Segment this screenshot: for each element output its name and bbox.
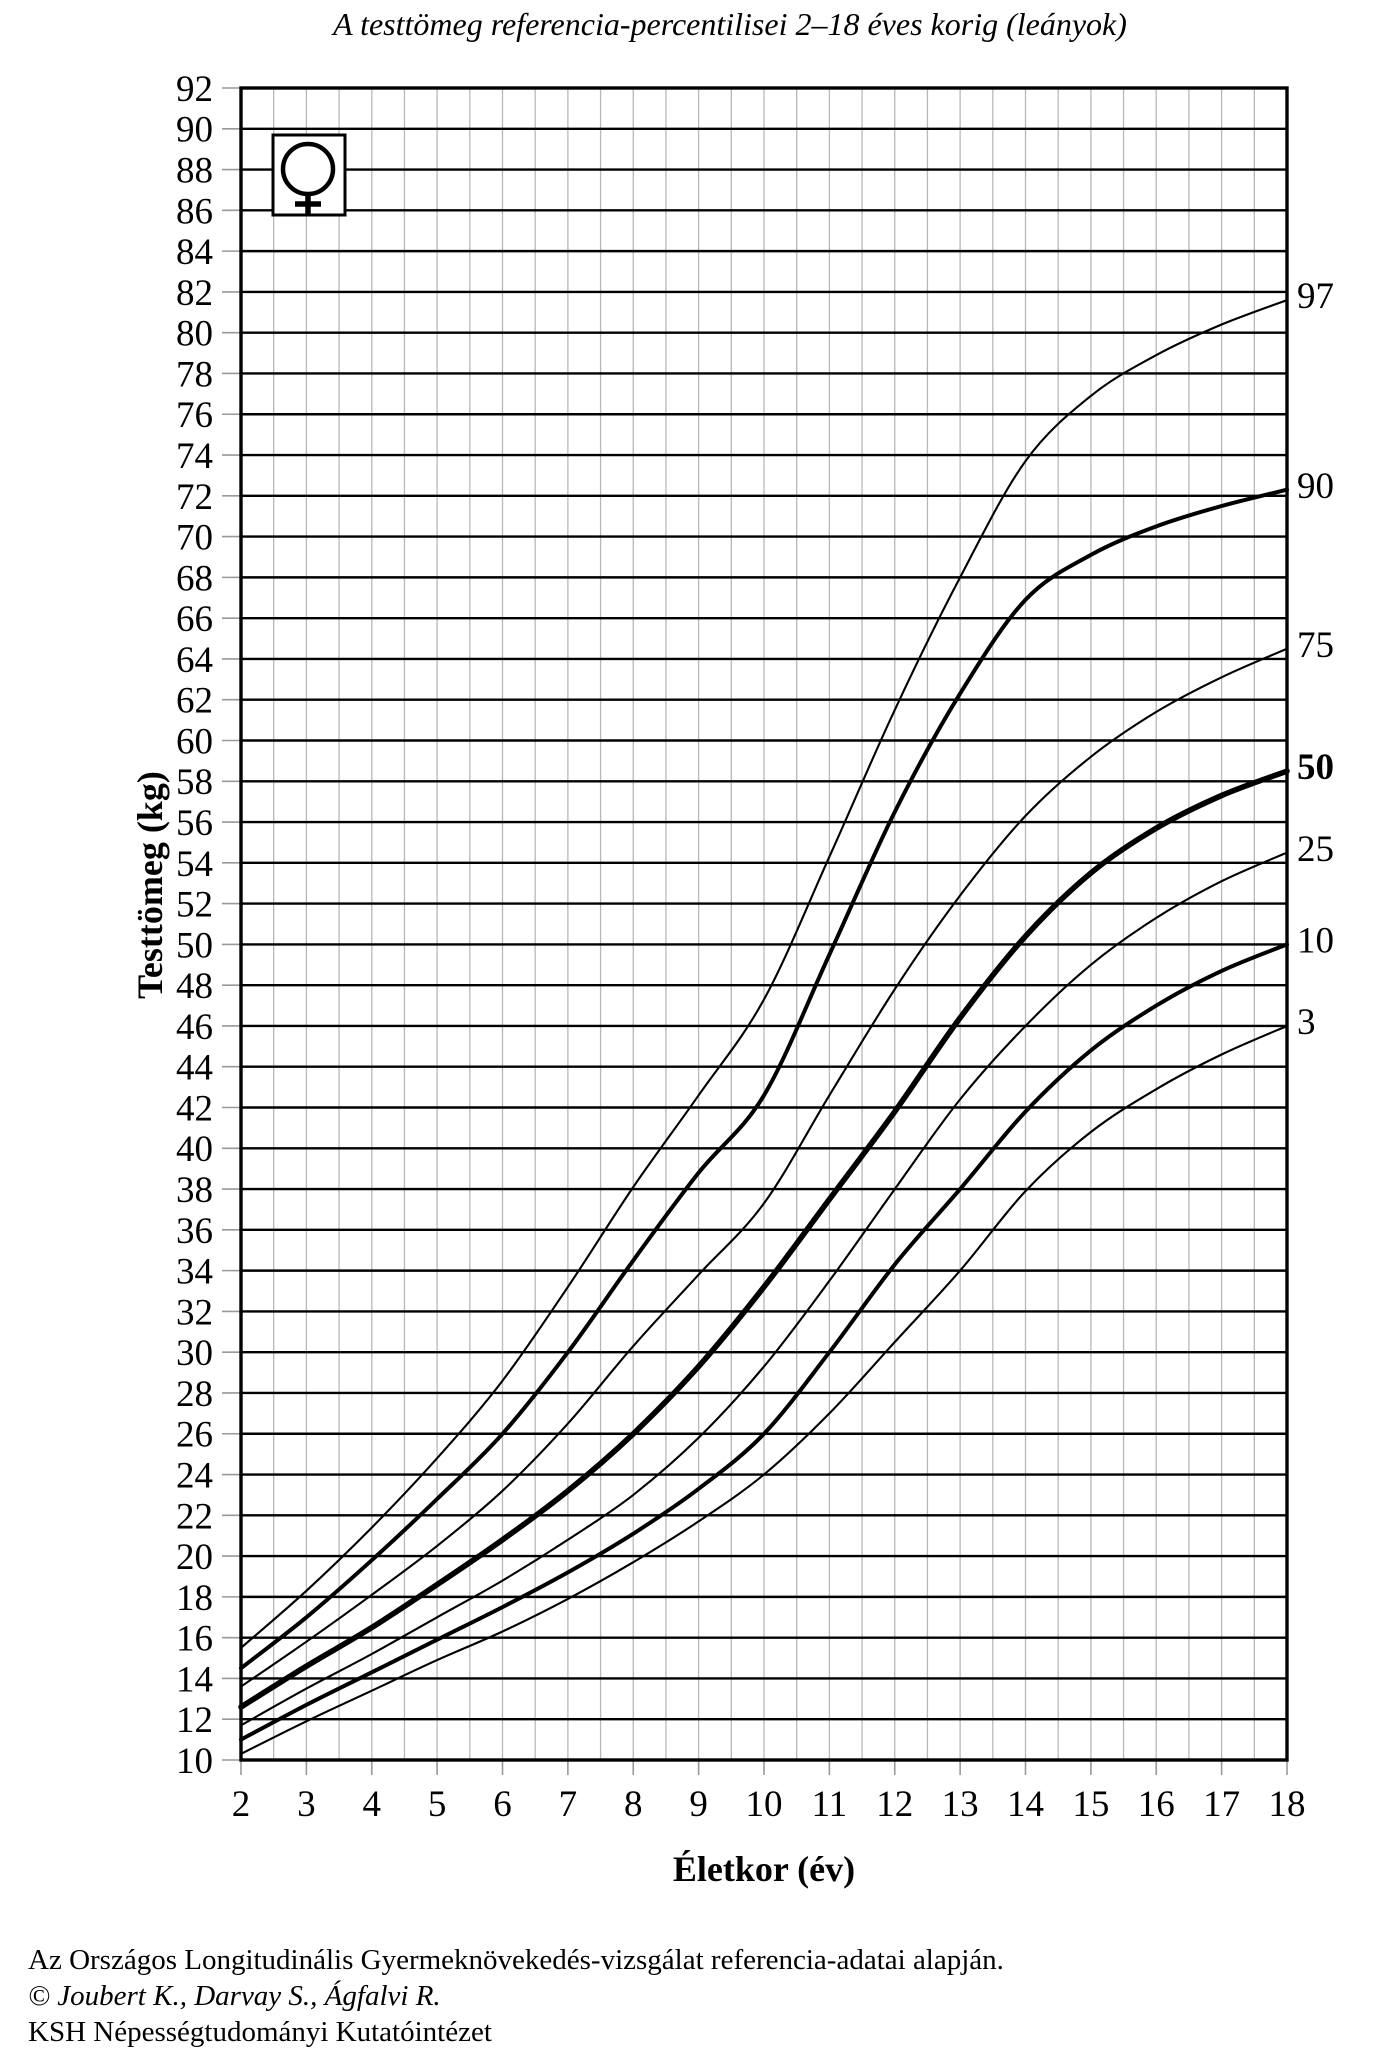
source-footer: Az Országos Longitudinális Gyermeknöveke… [28,1942,1004,2050]
y-tick-label: 34 [176,1252,213,1293]
x-tick-label: 17 [1203,1784,1240,1825]
y-tick-label: 66 [176,599,213,640]
percentile-curves [238,299,1290,1755]
footer-credit-line: © Joubert K., Darvay S., Ágfalvi R. [28,1980,441,2012]
y-tick-label: 30 [176,1333,213,1374]
y-tick-label: 40 [176,1129,213,1170]
percentile-end-label-75: 75 [1297,625,1334,666]
y-tick-label: 42 [176,1088,213,1129]
percentile-end-label-50: 50 [1297,747,1334,788]
y-tick-label: 88 [176,151,213,192]
x-tick-label: 5 [428,1784,447,1825]
footer-source-line: Az Országos Longitudinális Gyermeknöveke… [28,1944,1004,1976]
y-tick-label: 78 [176,354,213,395]
y-tick-label: 52 [176,885,213,926]
x-tick-label: 8 [624,1784,643,1825]
y-tick-label: 76 [176,395,213,436]
y-tick-label: 72 [176,477,213,518]
x-tick-label: 14 [1007,1784,1044,1825]
percentile-curve-50 [238,768,1290,1710]
y-tick-label: 44 [176,1048,213,1089]
percentile-curve-10 [239,942,1289,1742]
percentile-curve-97 [239,299,1289,1649]
y-tick-label: 58 [176,762,213,803]
y-tick-label: 60 [176,721,213,762]
x-tick-label: 10 [746,1784,783,1825]
x-tick-label: 16 [1138,1784,1175,1825]
percentile-curve-90 [239,487,1289,1671]
chart-title: A testtömeg referencia-percentilisei 2–1… [333,6,1127,42]
x-tick-label: 18 [1269,1784,1306,1825]
x-tick-label: 4 [363,1784,382,1825]
x-tick-labels: 2 3 4 5 6 7 8 9 10 11 12 13 14 15 16 17 18 [232,1784,1306,1825]
x-tick-label: 11 [812,1784,848,1825]
female-symbol-icon [271,133,347,217]
percentile-end-label-97: 97 [1297,276,1334,317]
y-tick-label: 80 [176,314,213,355]
percentile-end-labels: 97 90 75 50 25 10 3 [1297,276,1334,1043]
y-tick-labels: 1012141618202224262830323436384042444648… [176,69,213,1782]
percentile-end-label-25: 25 [1297,829,1334,870]
x-tick-label: 12 [876,1784,913,1825]
y-tick-label: 24 [176,1455,213,1496]
x-tick-label: 6 [493,1784,512,1825]
y-tick-label: 16 [176,1619,213,1660]
y-tick-label: 70 [176,518,213,559]
y-tick-label: 64 [176,640,213,681]
percentile-curve-3 [239,1024,1289,1755]
percentile-curve-75 [239,647,1289,1688]
y-tick-label: 92 [176,69,213,110]
percentile-end-label-10: 10 [1297,921,1334,962]
x-tick-label: 3 [297,1784,316,1825]
plot-border [239,86,1289,1762]
major-gridlines [241,127,1287,1721]
y-tick-label: 46 [176,1007,213,1048]
y-tick-label: 68 [176,558,213,599]
footer-institute-line: KSH Népességtudományi Kutatóintézet [28,2016,492,2048]
y-tick-label: 50 [176,925,213,966]
y-tick-label: 82 [176,273,213,314]
y-tick-label: 22 [176,1496,213,1537]
x-tick-label: 2 [232,1784,251,1825]
x-tick-label: 9 [689,1784,708,1825]
y-tick-label: 18 [176,1578,213,1619]
y-tick-label: 38 [176,1170,213,1211]
y-tick-label: 10 [176,1741,213,1782]
y-tick-label: 36 [176,1211,213,1252]
percentile-end-label-3: 3 [1297,1002,1316,1043]
y-tick-label: 62 [176,681,213,722]
x-tick-label: 7 [559,1784,578,1825]
y-tick-label: 28 [176,1374,213,1415]
y-tick-label: 14 [176,1659,213,1700]
x-tick-label: 13 [942,1784,979,1825]
x-axis-title: Életkor (év) [672,1849,856,1889]
y-tick-label: 54 [176,844,213,885]
y-tick-label: 90 [176,110,213,151]
percentile-end-label-90: 90 [1297,466,1334,507]
y-tick-label: 26 [176,1415,213,1456]
y-tick-label: 86 [176,191,213,232]
percentile-curve-25 [239,851,1289,1727]
y-tick-label: 74 [176,436,213,477]
minor-gridlines [273,88,1255,1760]
axis-ticks [222,87,1288,1775]
y-tick-label: 12 [176,1700,213,1741]
y-tick-label: 20 [176,1537,213,1578]
y-tick-label: 56 [176,803,213,844]
y-tick-label: 48 [176,966,213,1007]
y-tick-label: 84 [176,232,213,273]
y-tick-label: 32 [176,1292,213,1333]
x-tick-label: 15 [1072,1784,1109,1825]
